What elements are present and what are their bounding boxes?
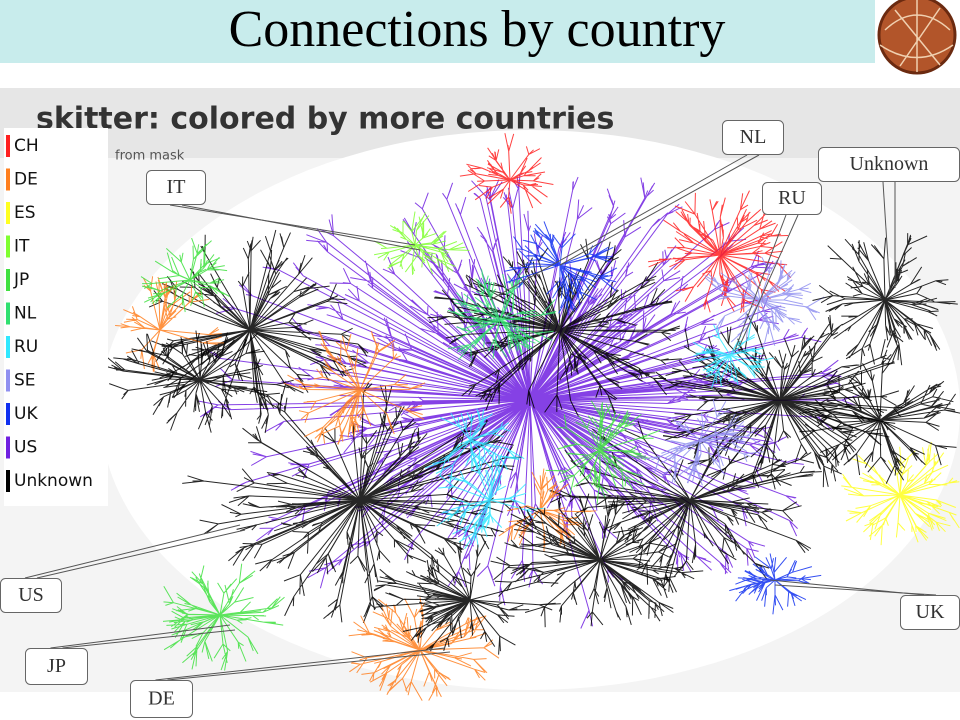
network-cluster xyxy=(841,441,960,546)
legend-label: IT xyxy=(14,237,30,257)
callout-leader xyxy=(62,629,236,649)
network-cluster xyxy=(374,211,470,275)
callout-leader xyxy=(559,154,760,266)
legend-label: US xyxy=(14,438,37,458)
callout-box xyxy=(130,680,193,718)
legend-label: RU xyxy=(14,337,38,357)
legend-swatch xyxy=(6,168,10,191)
callout-label: JP xyxy=(47,655,66,677)
title-band xyxy=(0,0,875,63)
legend-swatch xyxy=(6,202,10,224)
callout-leader xyxy=(167,651,451,681)
callout-label: IT xyxy=(167,176,186,198)
network-cluster xyxy=(371,540,561,655)
legend-label: ES xyxy=(14,203,36,223)
network-cluster xyxy=(148,229,369,434)
callout-label: RU xyxy=(778,187,806,209)
network-cluster xyxy=(545,400,661,504)
legend-swatch xyxy=(6,336,10,358)
callout-box xyxy=(722,120,784,155)
callout-box xyxy=(0,578,62,613)
callout-label: Unknown xyxy=(850,153,929,175)
network-cluster xyxy=(162,563,285,671)
callout-leader xyxy=(36,529,246,579)
network-cluster xyxy=(704,256,825,346)
callout-label: UK xyxy=(916,601,945,623)
callout-box xyxy=(25,648,88,685)
callout-box xyxy=(146,170,206,205)
callout-leader xyxy=(181,204,421,251)
network-cluster xyxy=(798,361,960,484)
image-subheading: from mask xyxy=(115,149,185,164)
network-cluster xyxy=(812,233,958,370)
callout-label: DE xyxy=(148,688,175,710)
network-cluster xyxy=(490,493,704,628)
callout-leader xyxy=(882,181,891,293)
network-cluster xyxy=(655,313,905,490)
callouts: NL Unknown IT RU US UK JP DE xyxy=(0,120,960,718)
network-cluster xyxy=(182,382,523,624)
legend-label: DE xyxy=(14,170,38,190)
legend-label: CH xyxy=(14,136,39,156)
legend-label: JP xyxy=(13,270,29,290)
legend-swatch xyxy=(6,269,10,291)
callout-label: NL xyxy=(740,126,767,148)
legend-label: NL xyxy=(14,304,37,324)
network-cluster xyxy=(140,237,230,313)
callout-leader xyxy=(739,214,799,346)
network-cluster xyxy=(459,133,554,214)
callout-leader xyxy=(50,624,231,649)
callout-leader xyxy=(24,524,241,579)
network-cluster xyxy=(106,330,294,433)
legend-swatch xyxy=(6,403,10,425)
legend: CH DE ES IT JP NL RU SE UK US Unknown xyxy=(6,135,93,492)
callout-leader xyxy=(734,214,787,351)
callout-leader xyxy=(774,584,937,596)
callout-leader xyxy=(169,204,416,246)
legend-swatch xyxy=(6,235,10,258)
legend-swatch xyxy=(6,369,10,392)
legend-swatch xyxy=(6,135,10,157)
network-cluster xyxy=(729,553,822,615)
network-graph xyxy=(100,130,960,701)
legend-label: UK xyxy=(14,404,38,424)
legend-swatch xyxy=(6,470,10,492)
legend-swatch xyxy=(6,436,10,459)
globe-icon xyxy=(875,0,960,75)
network-cluster xyxy=(283,330,426,445)
callout-box xyxy=(762,182,822,215)
legend-box xyxy=(4,128,108,506)
legend-label: Unknown xyxy=(14,471,93,491)
network-cluster xyxy=(424,408,525,486)
slide-title: Connections by country xyxy=(229,1,726,58)
network-cluster xyxy=(691,319,775,389)
callout-leader xyxy=(155,647,446,681)
network-cluster xyxy=(436,451,544,550)
network-cluster xyxy=(447,268,557,361)
legend-swatch xyxy=(6,302,10,325)
legend-label: SE xyxy=(14,371,36,391)
network-cluster xyxy=(644,398,766,486)
callout-leader xyxy=(489,154,748,301)
callout-label: US xyxy=(18,584,44,606)
